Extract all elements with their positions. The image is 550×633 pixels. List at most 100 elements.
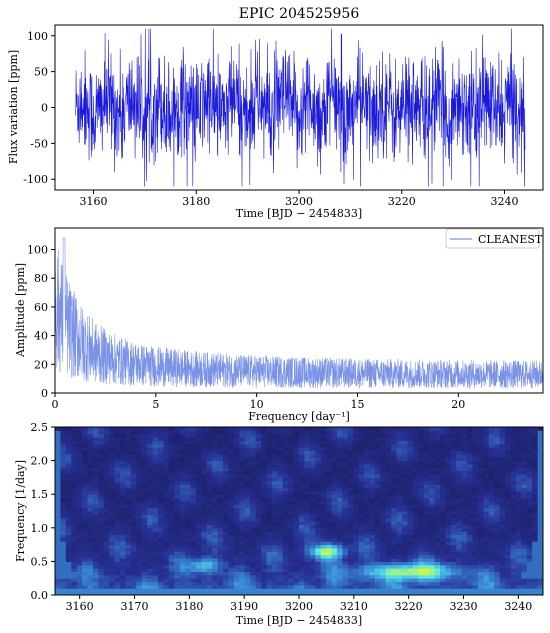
wavelet-cell xyxy=(380,578,387,583)
wavelet-cell xyxy=(494,514,501,519)
wavelet-cell xyxy=(385,433,392,438)
wavelet-cell xyxy=(380,534,387,539)
wavelet-cell xyxy=(255,534,262,539)
wavelet-cell xyxy=(483,437,490,441)
wavelet-cell xyxy=(347,514,354,519)
wavelet-cell xyxy=(467,558,474,562)
wavelet-cell xyxy=(141,554,148,559)
wavelet-cell xyxy=(515,524,522,529)
wavelet-cell xyxy=(499,591,506,595)
wavelet-cell xyxy=(537,487,543,492)
wavelet-cell xyxy=(87,551,94,556)
wavelet-cell xyxy=(76,564,83,569)
wavelet-cell xyxy=(190,591,197,595)
wavelet-cell xyxy=(130,517,137,522)
wavelet-cell xyxy=(315,427,322,431)
wavelet-cell xyxy=(423,564,430,569)
wavelet-cell xyxy=(353,470,360,475)
wavelet-cell xyxy=(331,480,338,485)
wavelet-cell xyxy=(309,517,316,522)
wavelet-cell xyxy=(488,447,495,452)
wavelet-cell xyxy=(331,537,338,542)
wavelet-cell xyxy=(228,527,235,532)
wavelet-cell xyxy=(445,487,452,492)
wavelet-cell xyxy=(353,443,360,448)
wavelet-cell xyxy=(82,467,89,472)
wavelet-cell xyxy=(418,578,425,583)
wavelet-cell xyxy=(60,453,67,458)
wavelet-cell xyxy=(521,494,528,499)
wavelet-cell xyxy=(380,544,387,549)
wavelet-cell xyxy=(223,554,230,559)
wavelet-cell xyxy=(261,558,267,562)
wavelet-cell xyxy=(515,450,522,455)
wavelet-cell xyxy=(120,500,126,505)
wavelet-cell xyxy=(320,457,327,462)
wavelet-cell xyxy=(315,447,322,452)
wavelet-cell xyxy=(309,480,316,485)
wavelet-cell xyxy=(163,497,170,502)
wavelet-cell xyxy=(282,514,289,519)
wavelet-cell xyxy=(223,433,230,438)
wavelet-cell xyxy=(125,494,132,499)
wavelet-cell xyxy=(336,541,343,546)
wavelet-cell xyxy=(461,591,468,595)
wavelet-cell xyxy=(467,561,474,566)
wavelet-cell xyxy=(309,433,316,438)
wavelet-cell xyxy=(109,450,116,455)
wavelet-cell xyxy=(185,487,192,492)
wavelet-cell xyxy=(304,443,311,448)
wavelet-cell xyxy=(223,443,230,448)
wavelet-cell xyxy=(277,484,284,488)
wavelet-cell xyxy=(261,443,267,448)
wavelet-cell xyxy=(201,490,208,495)
wavelet-cell xyxy=(201,447,208,452)
wavelet-cell xyxy=(233,581,240,586)
wavelet-cell xyxy=(147,437,154,441)
wavelet-cell xyxy=(304,568,311,572)
wavelet-cell xyxy=(374,561,381,566)
wavelet-cell xyxy=(412,558,419,562)
wavelet-cell xyxy=(158,531,164,536)
wavelet-cell xyxy=(271,457,278,462)
wavelet-cell xyxy=(82,487,89,492)
wavelet-cell xyxy=(537,541,543,546)
wavelet-cell xyxy=(179,571,186,576)
wavelet-cell xyxy=(163,463,170,468)
wavelet-cell xyxy=(483,544,490,549)
wavelet-cell xyxy=(450,457,457,462)
wavelet-cell xyxy=(326,511,333,515)
wavelet-cell xyxy=(179,561,186,566)
wavelet-cell xyxy=(288,554,295,559)
wavelet-cell xyxy=(494,554,501,559)
wavelet-cell xyxy=(488,440,495,445)
wavelet-cell xyxy=(266,537,273,542)
wavelet-cell xyxy=(98,440,105,445)
wavelet-cell xyxy=(380,447,387,452)
wavelet-cell xyxy=(195,450,202,455)
wavelet-cell xyxy=(369,467,376,472)
wavelet-cell xyxy=(130,521,137,525)
wavelet-cell xyxy=(499,514,506,519)
wavelet-cell xyxy=(434,547,441,552)
wavelet-cell xyxy=(293,574,300,579)
wavelet-cell xyxy=(288,480,295,485)
wavelet-cell xyxy=(439,430,446,435)
wavelet-cell xyxy=(358,534,365,539)
wavelet-cell xyxy=(271,430,278,435)
wavelet-cell xyxy=(136,524,143,529)
wavelet-cell xyxy=(445,507,452,512)
wavelet-cell xyxy=(402,521,408,525)
wavelet-cell xyxy=(472,537,479,542)
wavelet-cell xyxy=(472,527,479,532)
wavelet-cell xyxy=(223,484,230,488)
wavelet-cell xyxy=(190,584,197,589)
wavelet-cell xyxy=(331,547,338,552)
wavelet-cell xyxy=(315,480,322,485)
wavelet-cell xyxy=(358,547,365,552)
wavelet-cell xyxy=(374,453,381,458)
wavelet-cell xyxy=(515,507,522,512)
wavelet-cell xyxy=(505,561,511,566)
wavelet-cell xyxy=(515,511,522,515)
wavelet-cell xyxy=(55,561,61,566)
